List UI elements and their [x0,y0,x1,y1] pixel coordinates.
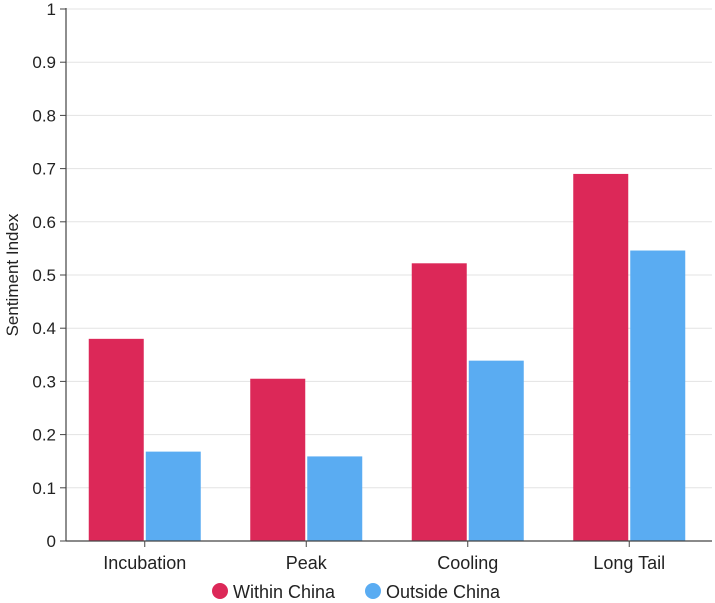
y-axis-label: Sentiment Index [3,213,22,336]
y-tick-label: 0 [47,532,56,551]
x-tick-label: Long Tail [593,553,665,573]
bar-outside-china-long-tail [630,250,686,541]
x-tick-labels: Incubation Peak Cooling Long Tail [103,553,665,573]
y-tick-labels: 0 0.1 0.2 0.3 0.4 0.5 0.6 0.7 0.8 0.9 1 [32,0,56,551]
legend-swatch [212,583,228,599]
bar-within-china-peak [250,378,306,541]
x-tick-label: Incubation [103,553,186,573]
y-tick-label: 0.1 [32,479,56,498]
gridlines [66,8,712,489]
bar-outside-china-cooling [468,360,524,541]
y-tick-label: 0.5 [32,266,56,285]
legend-item: Outside China [365,582,501,602]
y-tick-label: 0.6 [32,213,56,232]
bar-within-china-incubation [88,338,144,541]
legend-item: Within China [212,582,336,602]
y-tick-label: 0.4 [32,319,56,338]
legend-label: Within China [233,582,336,602]
y-tick-label: 0.8 [32,106,56,125]
y-tick-label: 1 [47,0,56,19]
x-tick-label: Cooling [437,553,498,573]
y-tick-label: 0.2 [32,426,56,445]
bar-within-china-long-tail [573,173,629,542]
legend-swatch [365,583,381,599]
y-tick-label: 0.9 [32,53,56,72]
axes [60,8,712,547]
legend: Within China Outside China [212,582,501,602]
bar-outside-china-peak [307,456,363,541]
bar-outside-china-incubation [145,451,201,541]
y-tick-label: 0.3 [32,372,56,391]
x-tick-label: Peak [286,553,328,573]
bar-within-china-cooling [411,263,467,541]
y-tick-label: 0.7 [32,160,56,179]
legend-label: Outside China [386,582,501,602]
bars [88,173,686,542]
